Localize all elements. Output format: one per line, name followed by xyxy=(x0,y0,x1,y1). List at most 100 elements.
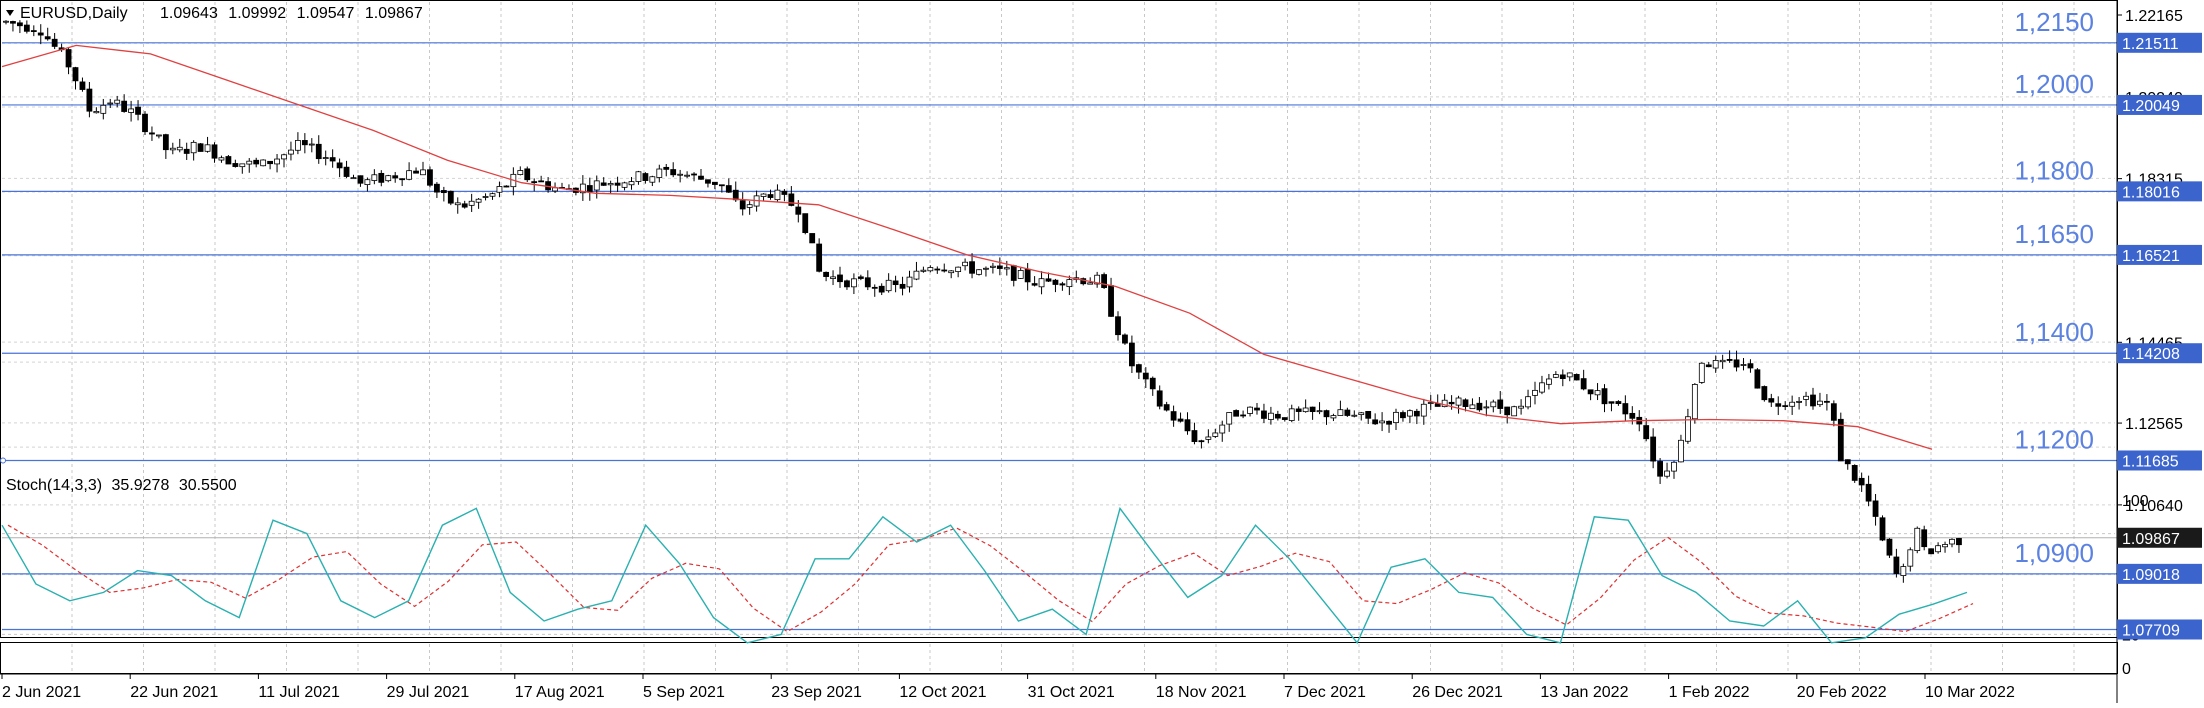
candle-bull xyxy=(1226,412,1233,425)
candle-bear xyxy=(79,81,86,90)
candle-bear xyxy=(503,185,510,188)
candle-bear xyxy=(1254,407,1260,411)
candle-bear xyxy=(899,283,906,289)
stochastic-panel-frame xyxy=(0,642,2118,674)
candle-bull xyxy=(962,261,968,267)
level-price-tag-text: 1.16521 xyxy=(2122,248,2180,265)
candle-bull xyxy=(1247,406,1253,414)
candle-bull xyxy=(169,147,176,151)
candle-bear xyxy=(1177,418,1184,422)
candle-bear xyxy=(1129,342,1135,367)
candle-bull xyxy=(100,104,107,114)
candle-bear xyxy=(1323,410,1330,418)
level-price-tag xyxy=(2117,32,2202,53)
time-axis-label: 20 Feb 2022 xyxy=(1797,684,1887,701)
candle-bear xyxy=(399,178,406,181)
candle-bear xyxy=(1024,268,1031,283)
candle-bull xyxy=(927,267,934,272)
candle-bull xyxy=(1671,461,1677,472)
candle-bear xyxy=(1587,389,1594,395)
dropdown-triangle-icon[interactable] xyxy=(6,10,14,16)
time-axis-label: 5 Sep 2021 xyxy=(643,684,725,701)
candle-bull xyxy=(1949,538,1955,545)
candle-bear xyxy=(1295,408,1302,412)
candle-bull xyxy=(1740,364,1747,366)
candle-bear xyxy=(427,169,433,186)
level-price-tag-text: 1.21511 xyxy=(2122,36,2179,53)
stoch-header: Stoch(14,3,3) 35.9278 30.5500 xyxy=(6,477,237,494)
candle-bear xyxy=(1810,394,1816,407)
candle-bear xyxy=(1052,279,1059,285)
candle-bear xyxy=(1886,538,1893,556)
candle-bear xyxy=(37,32,44,36)
price-tags: 1.21511 1.20049 1.18016 1.16521 1.14208 1.116… xyxy=(2117,32,2202,640)
candle-bull xyxy=(155,134,162,137)
level-label: 1,1800 xyxy=(2014,155,2094,185)
candle-bull xyxy=(1483,406,1490,409)
candle-bear xyxy=(1629,412,1636,419)
candle-bear xyxy=(1386,420,1392,425)
candle-bear xyxy=(663,166,670,170)
candle-bear xyxy=(336,162,343,169)
candle-bear xyxy=(1705,364,1712,368)
candle-bear xyxy=(1170,411,1177,421)
candle-bull xyxy=(1691,384,1698,420)
candle-bull xyxy=(983,267,989,270)
candle-bear xyxy=(857,276,864,279)
candle-bear xyxy=(531,181,538,184)
candle-bear xyxy=(197,143,204,152)
candle-bull xyxy=(260,159,267,167)
moving-average xyxy=(1,44,1933,450)
candle-bear xyxy=(718,184,725,187)
candle-bull xyxy=(1539,382,1545,393)
candle-bear xyxy=(1726,359,1733,361)
line-anchor-marker xyxy=(0,457,6,464)
candle-bear xyxy=(1608,401,1615,404)
candle-bear xyxy=(1573,374,1580,381)
candle-bear xyxy=(802,213,809,234)
candle-bear xyxy=(538,180,545,183)
candle-bull xyxy=(1490,401,1497,408)
candle-bull xyxy=(1511,406,1518,417)
candle-bear xyxy=(1650,436,1657,462)
candle-bear xyxy=(524,168,531,181)
candle-bull xyxy=(1420,403,1427,417)
candle-bull xyxy=(1525,396,1531,408)
price-axis-tick-label: 1.12565 xyxy=(2125,416,2183,433)
candle-bull xyxy=(1712,360,1719,369)
candle-bear xyxy=(1837,418,1844,462)
candle-bear xyxy=(871,286,878,289)
candle-bull xyxy=(913,270,920,280)
candle-bull xyxy=(635,171,642,182)
candle-bull xyxy=(190,141,197,154)
candle-bear xyxy=(816,243,823,272)
time-axis-label: 22 Jun 2021 xyxy=(130,684,218,701)
candle-bear xyxy=(739,200,746,210)
candle-bear xyxy=(413,170,419,174)
candle-bull xyxy=(239,163,246,168)
candle-bear xyxy=(823,271,829,277)
current-price-tag xyxy=(2117,527,2202,548)
candle-bear xyxy=(600,182,607,186)
candle-bear xyxy=(378,172,385,183)
candle-bull xyxy=(1532,389,1538,396)
candle-bull xyxy=(454,202,461,206)
ohlc-values: 1.09643 1.09992 1.09547 1.09867 xyxy=(160,5,423,22)
candle-bull xyxy=(1942,544,1948,548)
candle-bear xyxy=(1504,406,1511,416)
candle-bear xyxy=(149,132,155,135)
candle-bull xyxy=(274,158,280,165)
candle-bear xyxy=(1768,398,1775,403)
candle-bear xyxy=(1045,278,1052,282)
candle-bull xyxy=(1427,402,1434,404)
level-price-tag xyxy=(2117,181,2202,202)
level-label: 1,0900 xyxy=(2014,538,2094,568)
main-chart-panel[interactable] xyxy=(0,0,2118,638)
candle-bear xyxy=(1261,410,1267,419)
candle-bull xyxy=(1351,414,1358,417)
candle-bull xyxy=(1796,400,1802,403)
candle-bull xyxy=(496,186,503,193)
candle-bull xyxy=(1330,415,1337,419)
